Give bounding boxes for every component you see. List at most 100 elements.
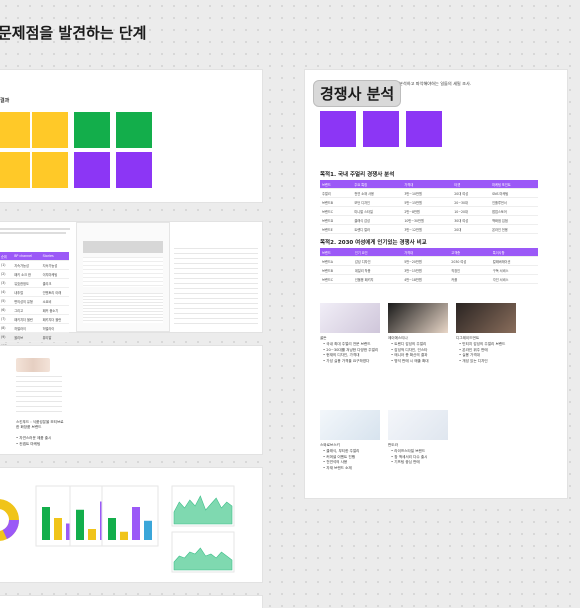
table-cell: 선물용 패키지 <box>352 274 403 284</box>
table-cell: 30대 여성 <box>452 215 491 225</box>
table-cell: 10~20대 <box>452 206 491 216</box>
table-cell: 직장인 <box>449 265 491 275</box>
keyword-table: 순위 BP channel Stories (1) 지속가능성 지속가능성 (2) 패키 소크… <box>0 252 69 351</box>
brand-name: 디그레이드먼트 <box>456 336 480 340</box>
text-line <box>0 228 70 230</box>
brand-bullet: • 자재 브랜드 소재 <box>323 465 352 470</box>
table-cell: 각인 서비스 <box>490 274 538 284</box>
table-cell: 클리크 <box>40 278 69 288</box>
table-header-cell: 가격대 <box>402 248 450 257</box>
brand-bullet: • 현재의 디자인, 가격대 <box>323 353 360 357</box>
frame-research-table[interactable]: 순위 BP channel Stories (1) 지속가능성 지속가능성 (2) 패키 소크… <box>0 222 262 351</box>
brand-bullet: • 감성적 디자인, 인스타 <box>391 347 428 352</box>
sticky-note[interactable] <box>74 112 110 148</box>
brand-bullet: • 라이프스타일 브랜드 <box>391 449 426 453</box>
table-cell: 주얼리 <box>320 188 353 198</box>
sticky-note[interactable] <box>0 152 30 188</box>
table-cell: (5) <box>0 296 13 306</box>
table-row: 브랜드C 미니멀 스타일 2만~8만원 10~20대 팝업스토어 <box>320 206 538 216</box>
frame-results[interactable]: 결과 <box>0 70 262 202</box>
brand-name: 제이에스티나 <box>388 336 408 340</box>
competitor-table-1: 브랜드 주요 특징 가격대 타겟 마케팅 포인트 주얼리 천연 소재 사용 3만~10만원 20… <box>320 180 538 234</box>
table-cell: (9) <box>0 332 13 342</box>
bar <box>108 518 116 540</box>
table-row: (9) 올리브 뷰티알 <box>0 332 69 342</box>
table-cell: (2) <box>0 269 13 279</box>
brand-bullet: • 20~30대를 겨냥한 다양한 주얼리 <box>323 347 379 352</box>
brand-photo <box>320 410 380 440</box>
table-cell: (7) <box>0 314 13 324</box>
sticky-note[interactable] <box>320 111 356 147</box>
table-cell: 온라인 전용 <box>490 224 538 234</box>
table-cell: 3만~12만원 <box>402 224 453 234</box>
table-header-cell: 고객층 <box>449 248 491 257</box>
bar <box>54 518 62 540</box>
sticky-note[interactable] <box>116 112 152 148</box>
sticky-note[interactable] <box>406 111 442 147</box>
frame-competitor-analysis[interactable]: 분석하고 파악해야하는 일들의 세밀 조사. 목적1. 국내 주얼리 경쟁사 분… <box>305 70 567 498</box>
sticky-note[interactable] <box>32 112 68 148</box>
brand-bullet: • 기프팅 중심 판매 <box>391 460 420 464</box>
table-cell: 클래식 감성 <box>352 215 403 225</box>
table-cell: 트렌디 컬러 <box>352 224 403 234</box>
table-header-cell: 가격대 <box>402 180 453 189</box>
table-cell: 소요비 <box>40 296 69 306</box>
bar <box>144 520 152 540</box>
table-header-cell: 마케팅 포인트 <box>490 180 538 189</box>
brand-bullet: • 실용 가격대 <box>459 353 480 357</box>
brand-bullet: • 천연석의 사용 <box>323 460 348 464</box>
table-header-cell: Stories <box>40 252 69 261</box>
brand-bullet: • 자연스러운 제품 출시 <box>16 436 52 440</box>
brand-bullet: • 국내 최대 주얼리 전문 브랜드 <box>323 342 371 346</box>
table-cell: (1) <box>0 260 13 270</box>
table-cell: (6) <box>0 305 13 315</box>
table-cell: 팝업스토어 <box>490 206 538 216</box>
table-cell: (4) <box>0 287 13 297</box>
table-row: (1) 지속가능성 지속가능성 <box>0 260 69 270</box>
table-header-cell: 순위 <box>0 252 13 261</box>
table-header-cell: 타겟 <box>452 180 491 189</box>
brand-bullet: • 온라인 위주 판매 <box>459 347 488 352</box>
table-cell: 감성 디자인 <box>352 256 403 266</box>
frame-brand-case[interactable]: 스킨푸드 : 식품성분을 모티브로 한 화장품 브랜드 • 자연스러운 제품 출… <box>0 346 262 454</box>
title-pill[interactable]: 경쟁사 분석 <box>313 80 402 107</box>
table-cell: 3만~10만원 <box>402 188 453 198</box>
sticky-note[interactable] <box>32 152 68 188</box>
frame-partial[interactable] <box>0 596 262 608</box>
table-cell: 브랜드C <box>320 274 353 284</box>
sticky-note[interactable] <box>116 152 152 188</box>
table-cell: 2030 여성 <box>449 256 491 266</box>
sticky-note[interactable] <box>363 111 399 147</box>
section-title-2: 목적2. 2030 여성에게 인기있는 경쟁사 비교 <box>320 240 427 246</box>
table-cell: SNS 마케팅 <box>490 188 538 198</box>
section-title-1: 목적1. 국내 주얼리 경쟁사 분석 <box>320 172 395 178</box>
table-cell: 미니멀 스타일 <box>352 206 403 216</box>
table-cell: 10만~30만원 <box>402 215 453 225</box>
table-cell: 5만~20만원 <box>402 256 450 266</box>
notes-text <box>174 248 258 328</box>
table-row: 주얼리 천연 소재 사용 3만~10만원 20대 여성 SNS 마케팅 <box>320 188 538 198</box>
sticky-note[interactable] <box>0 112 30 148</box>
frame-charts[interactable] <box>0 468 262 582</box>
table-cell: 천연 소재 사용 <box>352 188 403 198</box>
brand-bullet: • 커머셜 이벤트 진행 <box>323 454 355 459</box>
brand-bullet: • 매니아 층 확산의 결과 <box>391 353 428 357</box>
table-cell: 20대 여성 <box>452 188 491 198</box>
table-cell: 백화점 입점 <box>490 215 538 225</box>
table-cell: 인벤토리 아래 <box>40 287 69 297</box>
table-cell: (8) <box>0 323 13 333</box>
table-cell: 4만~18만원 <box>402 274 450 284</box>
table-row: 브랜드B 모던 디자인 5만~15만원 20~30대 인플루언서 <box>320 197 538 207</box>
table-cell: 5만~15만원 <box>402 197 453 207</box>
bar <box>42 507 50 540</box>
sticky-note[interactable] <box>74 152 110 188</box>
table-cell: 지속가능성 <box>12 260 41 270</box>
frame-label: 결과 <box>0 98 10 104</box>
brand-photo <box>388 410 448 440</box>
table-row: 브랜드B 데일리 착용 3만~15만원 직장인 구독 서비스 <box>320 265 538 275</box>
table-cell: 20대 <box>452 224 491 234</box>
table-cell: 허벌라이 <box>12 323 41 333</box>
page-heading: 문제점을 발견하는 단계 <box>0 24 147 42</box>
table-cell: 허벌라이 <box>40 323 69 333</box>
